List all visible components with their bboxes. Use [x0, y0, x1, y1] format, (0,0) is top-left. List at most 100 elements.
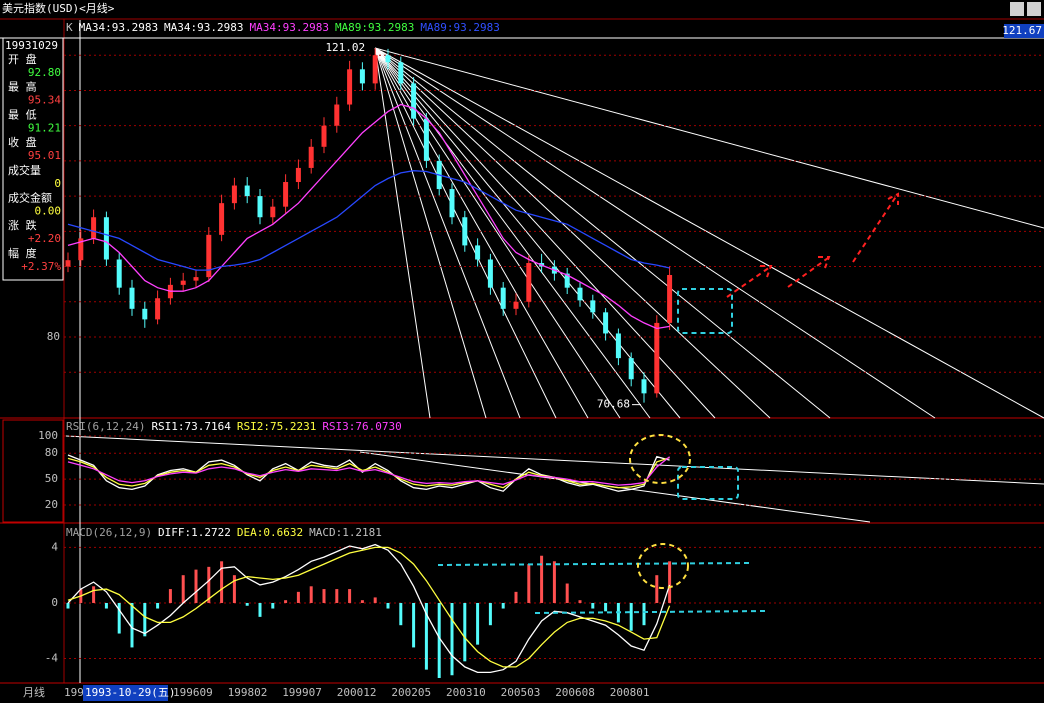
rsi-line [67, 454, 670, 492]
candle-body [654, 322, 660, 394]
candle-body [231, 185, 237, 204]
fan-line [374, 47, 431, 419]
info-value: +2.20 [28, 232, 61, 245]
candle-body [513, 301, 519, 309]
arrow [787, 256, 831, 288]
candle-body [500, 287, 506, 309]
info-value: 91.21 [28, 121, 61, 134]
y-tick-label: 0 [51, 596, 58, 609]
info-date: 19931029 [5, 39, 58, 52]
candle-body [462, 217, 468, 246]
current-price-box [1004, 24, 1044, 38]
candle-body [487, 259, 493, 288]
info-value: 0.00 [35, 205, 62, 218]
highlight-ellipse [637, 543, 689, 589]
fan-line [374, 47, 1044, 419]
cursor-date: 1993-10-29(五) [85, 686, 175, 699]
time-label: 200012 [337, 686, 377, 699]
legend-entry: MA34:93.2983 [164, 21, 243, 34]
indicator-title: RSI(6,12,24) [66, 420, 145, 433]
candle-body [398, 62, 404, 84]
candle-body [590, 300, 596, 313]
fan-line [374, 47, 831, 419]
candle-body [334, 104, 340, 126]
legend-entry: DEA:0.6632 [237, 526, 303, 539]
y-tick-label: 80 [47, 330, 60, 343]
y-tick-label: 4 [51, 540, 58, 553]
y-tick-label: 50 [45, 472, 58, 485]
candle-body [155, 298, 161, 320]
time-label: 199802 [228, 686, 268, 699]
time-label: 200608 [555, 686, 595, 699]
info-value: 92.80 [28, 66, 61, 79]
annotations [437, 288, 766, 614]
y-tick-label: 100 [38, 429, 58, 442]
candle-body [219, 203, 225, 235]
candle-body [180, 280, 186, 285]
nav-right-button[interactable] [1027, 2, 1041, 16]
arrow [726, 265, 773, 298]
high-label: 121.02 [325, 41, 365, 54]
candle-body [449, 189, 455, 218]
gann-fan [374, 47, 1044, 419]
info-label: 最 高 [8, 80, 37, 94]
info-label: 成交金额 [8, 191, 52, 205]
info-value: 95.01 [28, 149, 61, 162]
nav-left-button[interactable] [1010, 2, 1024, 16]
y-tick-label: 80 [45, 446, 58, 459]
legend-entry: K [66, 21, 73, 34]
info-value: 95.34 [28, 94, 61, 107]
candle-body [411, 83, 417, 119]
candle-body [206, 234, 212, 278]
candle-body [321, 125, 327, 147]
info-panel [2, 37, 64, 281]
info-value: 0 [54, 177, 61, 190]
candle-body [257, 196, 263, 218]
arrows [726, 192, 899, 298]
time-label: 200205 [391, 686, 431, 699]
legend-entry: MA89:93.2983 [420, 21, 499, 34]
candle-body [564, 273, 570, 288]
candle-body [270, 206, 276, 218]
info-value: +2.37% [21, 260, 61, 273]
candle-body [347, 69, 353, 105]
candle-body [577, 287, 583, 301]
highlight-box [677, 288, 733, 334]
fan-line [374, 47, 487, 419]
time-label: 200503 [501, 686, 541, 699]
info-label: 最 低 [8, 108, 37, 121]
ma-line [67, 170, 670, 271]
highlight-ellipse [629, 434, 691, 484]
fan-line [374, 47, 521, 419]
fan-line [374, 47, 936, 419]
trend-line [65, 435, 1044, 485]
current-price: 121.67 [1002, 24, 1042, 37]
rsi-axis-box [2, 419, 64, 523]
period-label: 月线 [23, 685, 45, 699]
macd-line [67, 543, 671, 674]
legend-entry: RSI2:75.2231 [237, 420, 316, 433]
legend-entry: MA89:93.2983 [335, 21, 414, 34]
window-title: 美元指数(USD)<月线> [2, 1, 115, 15]
y-tick-label: 20 [45, 498, 58, 511]
candle-body [295, 167, 301, 183]
info-label: 涨 跌 [8, 218, 37, 232]
candle-body [116, 259, 122, 288]
fan-line [374, 47, 589, 419]
fan-line [375, 47, 1044, 229]
fan-line [374, 47, 771, 419]
candle-body [475, 245, 481, 260]
level-line [437, 562, 753, 566]
macd-line [67, 546, 671, 668]
arrow [852, 192, 899, 263]
candle-body [283, 182, 289, 207]
candle-body [603, 312, 609, 334]
rsi-line [67, 456, 671, 486]
candle-body [667, 275, 673, 323]
ma-line [67, 103, 670, 330]
legend-entry: RSI3:76.0730 [322, 420, 401, 433]
time-label: 199907 [282, 686, 322, 699]
